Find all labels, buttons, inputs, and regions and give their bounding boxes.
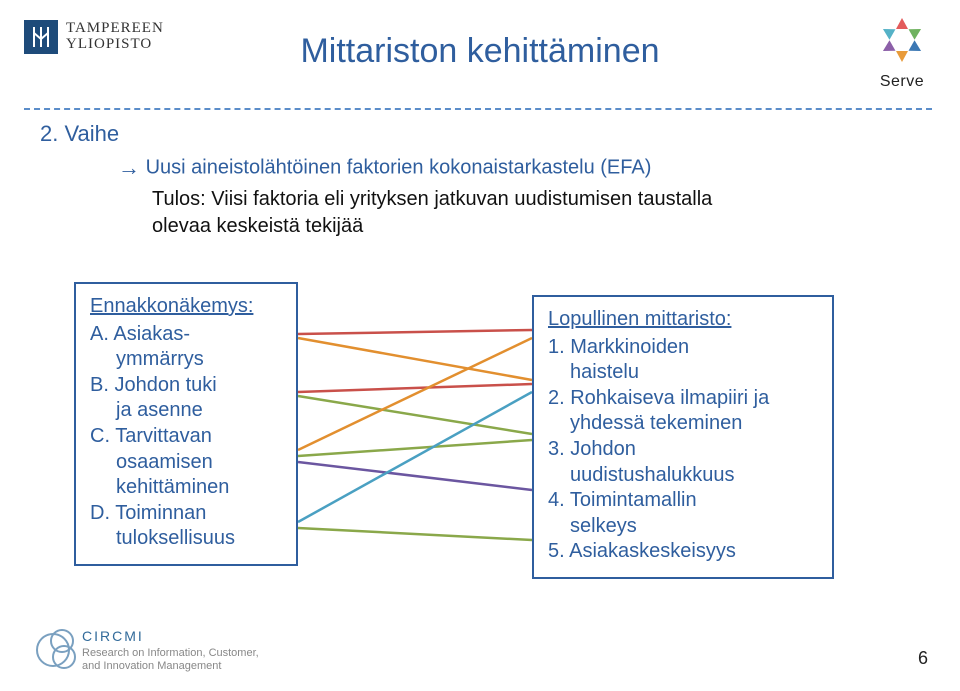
right-box-item: 4. Toimintamallinselkeys: [548, 488, 818, 539]
tulos-line2: olevaa keskeistä tekijää: [152, 215, 363, 237]
right-box-item: 1. Markkinoidenhaistelu: [548, 335, 818, 386]
arrow-line: → Uusi aineistolähtöinen faktorien kokon…: [118, 155, 878, 181]
footer-left: CIRCMI Research on Information, Customer…: [36, 628, 259, 673]
left-box-items: A. Asiakas-ymmärrysB. Johdon tukija asen…: [90, 322, 282, 552]
left-box: Ennakkonäkemys: A. Asiakas-ymmärrysB. Jo…: [74, 282, 298, 566]
slide: TAMPEREEN YLIOPISTO Serve Mittariston ke…: [0, 0, 960, 691]
left-box-item: A. Asiakas-ymmärrys: [90, 322, 282, 373]
right-box: Lopullinen mittaristo: 1. Markkinoidenha…: [532, 295, 834, 579]
right-box-item: 5. Asiakaskeskeisyys: [548, 539, 818, 565]
divider-line: [24, 108, 932, 110]
right-box-item: 2. Rohkaiseva ilmapiiri jayhdessä tekemi…: [548, 386, 818, 437]
circmi-icon: [36, 633, 70, 667]
page-number: 6: [918, 648, 928, 669]
footer-text: CIRCMI Research on Information, Customer…: [82, 628, 259, 673]
right-box-item: 3. Johdonuudistushalukkuus: [548, 437, 818, 488]
phase-label: 2. Vaihe: [40, 121, 119, 147]
left-box-head: Ennakkonäkemys:: [90, 294, 282, 320]
tulos-line1: Tulos: Viisi faktoria eli yrityksen jatk…: [152, 188, 712, 210]
left-box-item: C. Tarvittavanosaamisenkehittäminen: [90, 424, 282, 501]
left-box-item: B. Johdon tukija asenne: [90, 373, 282, 424]
footer-line1: Research on Information, Customer,: [82, 647, 259, 660]
tulos-text: Tulos: Viisi faktoria eli yrityksen jatk…: [152, 186, 882, 240]
right-box-head: Lopullinen mittaristo:: [548, 307, 818, 333]
footer-brand: CIRCMI: [82, 628, 259, 645]
arrow-text: Uusi aineistolähtöinen faktorien kokonai…: [146, 156, 652, 178]
left-box-item: D. Toiminnantuloksellisuus: [90, 501, 282, 552]
slide-title: Mittariston kehittäminen: [0, 32, 960, 71]
right-box-items: 1. Markkinoidenhaistelu2. Rohkaiseva ilm…: [548, 335, 818, 565]
arrow-icon: →: [118, 155, 140, 180]
footer-line2: and Innovation Management: [82, 660, 259, 673]
serve-logo-text: Serve: [872, 73, 932, 91]
